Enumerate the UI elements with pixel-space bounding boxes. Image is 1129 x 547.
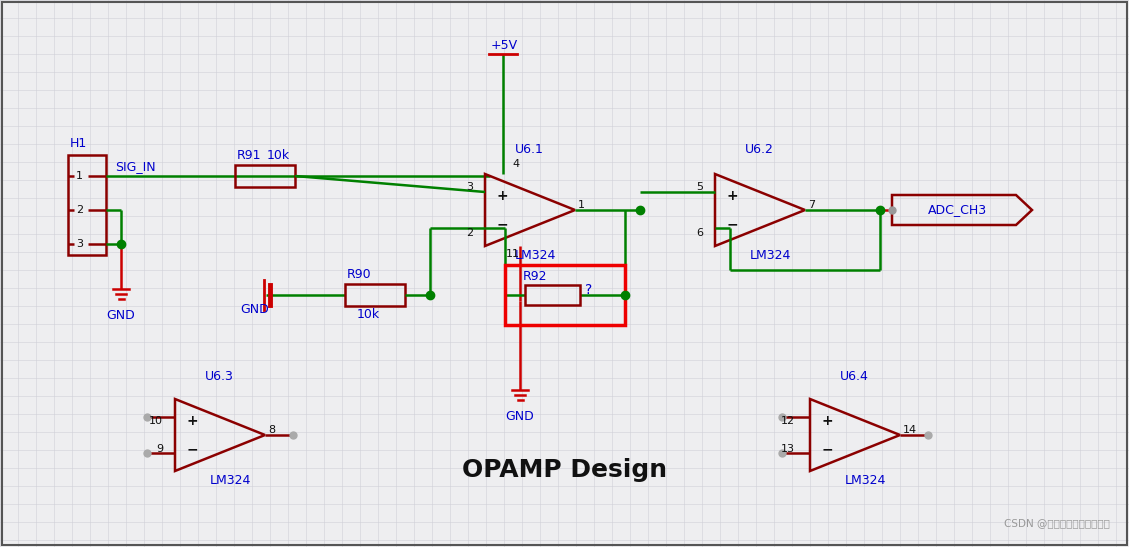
Bar xyxy=(525,285,580,305)
Text: U6.4: U6.4 xyxy=(840,370,869,383)
Bar xyxy=(235,165,295,187)
Text: 10: 10 xyxy=(149,416,163,426)
Text: +: + xyxy=(496,189,508,203)
Text: 6: 6 xyxy=(695,228,703,238)
Text: SIG_IN: SIG_IN xyxy=(115,160,156,173)
Text: LM324: LM324 xyxy=(844,474,886,487)
Text: ?: ? xyxy=(585,283,593,297)
Text: −: − xyxy=(821,442,833,456)
Text: 1: 1 xyxy=(76,171,84,181)
Text: +5V: +5V xyxy=(491,39,518,52)
Text: U6.2: U6.2 xyxy=(745,143,773,156)
Text: 3: 3 xyxy=(76,239,84,249)
Text: 4: 4 xyxy=(513,159,520,169)
Bar xyxy=(68,155,106,255)
Text: 11: 11 xyxy=(506,249,520,259)
Text: GND: GND xyxy=(505,410,534,423)
Text: 5: 5 xyxy=(695,182,703,192)
Text: CSDN @热爱嵌入式的小佳同学: CSDN @热爱嵌入式的小佳同学 xyxy=(1004,518,1110,528)
Text: R90: R90 xyxy=(347,268,371,281)
Text: U6.3: U6.3 xyxy=(205,370,234,383)
Text: 12: 12 xyxy=(781,416,795,426)
Text: OPAMP Design: OPAMP Design xyxy=(463,458,667,482)
Bar xyxy=(345,284,405,306)
Bar xyxy=(505,265,625,325)
Text: GND: GND xyxy=(106,309,134,322)
Text: 8: 8 xyxy=(268,425,275,435)
Text: 7: 7 xyxy=(808,200,815,210)
Text: 1: 1 xyxy=(578,200,585,210)
Text: −: − xyxy=(186,442,198,456)
Text: −: − xyxy=(496,217,508,231)
Text: H1: H1 xyxy=(70,137,87,150)
Text: 13: 13 xyxy=(781,444,795,454)
Text: +: + xyxy=(726,189,738,203)
Text: 14: 14 xyxy=(903,425,917,435)
Text: 2: 2 xyxy=(76,205,84,215)
Text: 9: 9 xyxy=(156,444,163,454)
Text: ADC_CH3: ADC_CH3 xyxy=(927,203,987,217)
Text: 3: 3 xyxy=(466,182,473,192)
Text: LM324: LM324 xyxy=(515,249,557,262)
Text: R91: R91 xyxy=(237,149,262,162)
Text: −: − xyxy=(726,217,738,231)
Text: +: + xyxy=(821,414,833,428)
Text: LM324: LM324 xyxy=(210,474,252,487)
Text: R92: R92 xyxy=(523,270,548,283)
Text: 10k: 10k xyxy=(266,149,290,162)
Text: 10k: 10k xyxy=(357,308,380,321)
Text: GND: GND xyxy=(240,303,269,316)
Text: U6.1: U6.1 xyxy=(515,143,544,156)
Text: +: + xyxy=(186,414,198,428)
Text: 2: 2 xyxy=(466,228,473,238)
Text: LM324: LM324 xyxy=(750,249,791,262)
